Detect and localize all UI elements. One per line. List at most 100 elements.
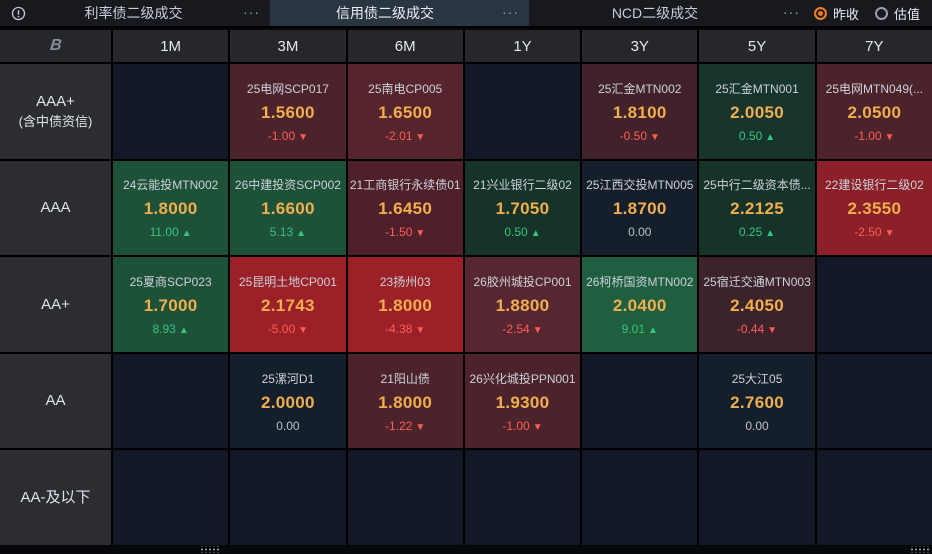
yield-value: 2.0500	[847, 102, 902, 122]
quote-cell-AAA-7Y[interactable]: 22建设银行二级02 2.3550 -2.50 ▼	[816, 160, 932, 256]
yield-value: 1.8000	[378, 392, 433, 412]
change-value: 0.00	[628, 225, 652, 240]
quote-cell-AAA-3Y[interactable]: 25江西交投MTN005 1.8700 0.00	[582, 160, 698, 256]
rating-label-AAA: AAA	[0, 160, 111, 256]
quote-cell-AA+-5Y[interactable]: 25宿迁交通MTN003 2.4050 -0.44 ▼	[699, 257, 815, 352]
rating-text: AA+	[41, 295, 70, 313]
quote-cell-AA-3M[interactable]: 25漯河D1 2.0000 0.00	[230, 353, 346, 449]
yield-value: 2.0050	[730, 102, 784, 122]
rating-text: AAA	[40, 199, 71, 217]
yield-value: 1.7050	[495, 199, 550, 219]
yield-value: 1.8000	[378, 295, 433, 315]
radio-valuation-dot[interactable]	[874, 6, 888, 20]
change-value: 0.50 ▲	[504, 225, 541, 240]
yield-value: 1.6450	[378, 199, 433, 219]
bond-name: 26柯桥国资MTN002	[586, 274, 694, 289]
quote-cell-AA+-3Y[interactable]: 26柯桥国资MTN002 2.0400 9.01 ▲	[582, 257, 698, 352]
info-icon[interactable]	[11, 6, 26, 21]
quote-cell-AA-1M	[113, 353, 229, 449]
quote-cell-AAA+-3Y[interactable]: 25汇金MTN002 1.8100 -0.50 ▼	[582, 64, 698, 159]
quote-cell-AA+-1Y[interactable]: 26胶州城投CP001 1.8800 -2.54 ▼	[464, 257, 581, 352]
quote-cell-AA-1Y[interactable]: 26兴化城投PPN001 1.9300 -1.00 ▼	[464, 353, 581, 449]
bond-name: 25电网SCP017	[246, 81, 329, 96]
up-arrow-icon: ▲	[296, 228, 307, 240]
change-value: -1.22 ▼	[385, 418, 426, 433]
yield-value: 2.4050	[730, 295, 784, 315]
down-arrow-icon: ▼	[298, 131, 309, 143]
down-arrow-icon: ▼	[415, 421, 426, 433]
radio-valuation[interactable]: 估值	[874, 4, 920, 23]
down-arrow-icon: ▼	[767, 324, 778, 336]
change-value: -1.00 ▼	[267, 128, 309, 143]
yield-value: 2.0400	[612, 295, 667, 315]
change-value: -2.54 ▼	[502, 321, 543, 336]
radio-prev-close-dot[interactable]	[813, 6, 827, 20]
down-arrow-icon: ▼	[415, 131, 426, 143]
quote-cell-AA+-3M[interactable]: 25昆明土地CP001 2.1743 -5.00 ▼	[230, 257, 346, 352]
quote-cell-AA-5Y[interactable]: 25大江05 2.7600 0.00	[699, 353, 815, 449]
bond-name: 21兴业银行二级02	[473, 178, 572, 193]
change-value: -1.50 ▼	[385, 225, 426, 240]
quote-cell-AAA-1Y[interactable]: 21兴业银行二级02 1.7050 0.50 ▲	[464, 160, 581, 256]
bond-name: 21工商银行永续债01	[349, 178, 461, 193]
bond-name: 25中行二级资本债...	[703, 178, 811, 193]
up-arrow-icon: ▲	[648, 324, 658, 336]
yield-value: 2.0000	[261, 392, 315, 412]
quote-cell-AAA-5Y[interactable]: 25中行二级资本债... 2.2125 0.25 ▲	[699, 160, 815, 256]
up-arrow-icon: ▲	[765, 131, 776, 143]
quote-cell-AA-及以下-7Y	[816, 450, 932, 545]
change-value: 5.13 ▲	[269, 225, 307, 240]
quote-cell-AA-6M[interactable]: 21阳山债 1.8000 -1.22 ▼	[347, 353, 463, 449]
tab-credit-bond-menu-icon[interactable]: ···	[502, 4, 519, 20]
tab-credit-bond-active[interactable]: 信用债二级成交 ···	[270, 0, 529, 26]
bond-name: 22建设银行二级02	[824, 178, 924, 193]
bond-name: 25夏商SCP023	[129, 274, 212, 289]
radio-prev-close[interactable]: 昨收	[813, 4, 859, 23]
column-header-6M: 6M	[347, 30, 463, 62]
rating-subtext: (含中债资信)	[18, 113, 93, 129]
quote-cell-AAA+-3M[interactable]: 25电网SCP017 1.5600 -1.00 ▼	[230, 64, 346, 159]
quote-cell-AAA+-5Y[interactable]: 25汇金MTN001 2.0050 0.50 ▲	[699, 64, 815, 159]
quote-cell-AAA+-6M[interactable]: 25南电CP005 1.6500 -2.01 ▼	[347, 64, 463, 159]
change-value: 8.93 ▲	[152, 321, 189, 336]
quote-cell-AA-及以下-5Y	[699, 450, 815, 545]
quote-cell-AAA+-1M	[113, 64, 229, 159]
column-header-7Y: 7Y	[816, 30, 932, 62]
quote-cell-AAA-3M[interactable]: 26中建投资SCP002 1.6600 5.13 ▲	[230, 160, 346, 256]
quote-cell-AAA+-1Y	[464, 64, 581, 159]
scrollbar-thumb[interactable]	[201, 546, 219, 553]
yield-value: 1.6600	[261, 199, 315, 219]
tab-rate-bond-menu-icon[interactable]: ···	[243, 4, 260, 20]
change-value: 0.25 ▲	[738, 225, 776, 240]
change-value: -4.38 ▼	[385, 321, 426, 336]
scrollbar-thumb[interactable]	[911, 546, 929, 553]
change-value: 11.00 ▲	[149, 225, 192, 240]
bond-name: 23扬州03	[379, 274, 431, 289]
quote-cell-AAA+-7Y[interactable]: 25电网MTN049(... 2.0500 -1.00 ▼	[816, 64, 932, 159]
horizontal-scrollbar[interactable]	[0, 545, 932, 554]
yield-value: 1.9300	[495, 392, 550, 412]
tab-rate-bond[interactable]: 利率债二级成交 ···	[0, 0, 270, 26]
yield-value: 2.2125	[730, 199, 784, 219]
quote-cell-AA-及以下-1Y	[464, 450, 581, 545]
tab-ncd[interactable]: NCD二级成交 ··· 昨收 估值	[529, 0, 932, 26]
rating-text: AAA+	[36, 93, 75, 110]
change-value: -1.00 ▼	[502, 418, 543, 433]
down-arrow-icon: ▼	[884, 228, 895, 240]
quote-cell-AA-及以下-3M	[230, 450, 346, 545]
bond-name: 25漯河D1	[261, 371, 315, 386]
column-header-3M: 3M	[230, 30, 346, 62]
tab-ncd-menu-icon[interactable]: ···	[782, 4, 800, 20]
change-value: -0.50 ▼	[619, 128, 660, 143]
quote-cell-AAA-6M[interactable]: 21工商银行永续债01 1.6450 -1.50 ▼	[347, 160, 463, 256]
yield-value: 1.6500	[378, 102, 433, 122]
down-arrow-icon: ▼	[415, 228, 426, 240]
rating-label-AA: AA	[0, 353, 111, 449]
quote-cell-AA+-6M[interactable]: 23扬州03 1.8000 -4.38 ▼	[347, 257, 463, 352]
quote-cell-AAA-1M[interactable]: 24云能投MTN002 1.8000 11.00 ▲	[113, 160, 229, 256]
quote-cell-AA-3Y	[582, 353, 698, 449]
bond-name: 25电网MTN049(...	[825, 81, 924, 96]
quote-cell-AA+-1M[interactable]: 25夏商SCP023 1.7000 8.93 ▲	[113, 257, 229, 352]
quote-cell-AA+-7Y	[816, 257, 932, 352]
tab-rate-bond-label: 利率债二级成交	[84, 5, 183, 21]
